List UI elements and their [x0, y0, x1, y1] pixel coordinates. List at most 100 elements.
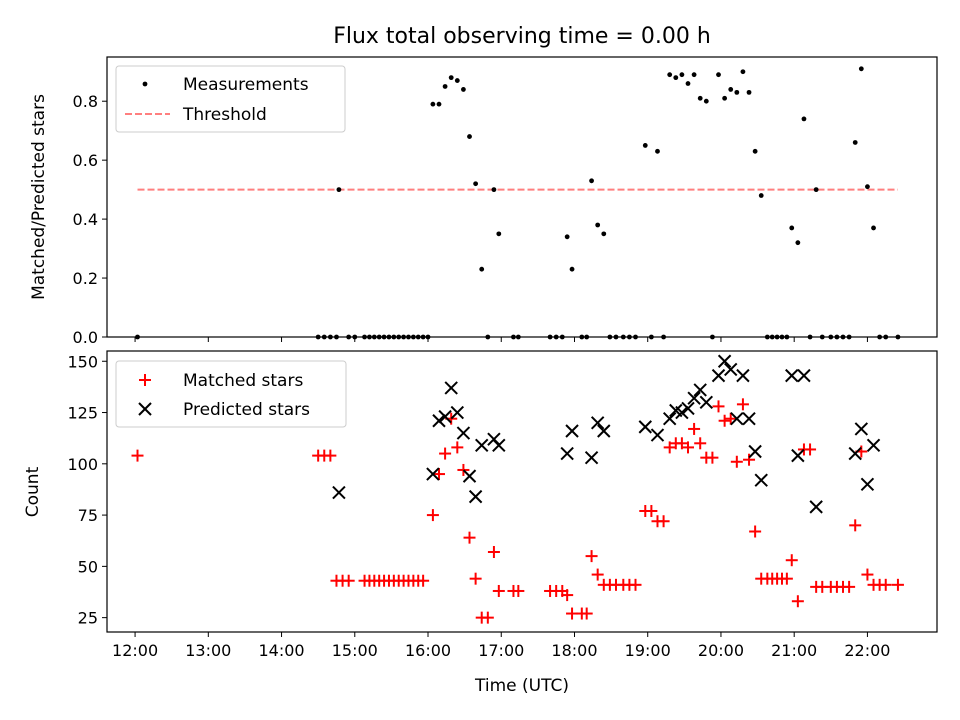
top-panel: 0.00.20.40.60.8 Matched/Predicted stars …: [29, 56, 938, 347]
measurement-point: [691, 72, 697, 78]
matched-stars-point: [457, 463, 470, 476]
matched-stars-point: [629, 578, 642, 591]
measurement-point: [697, 95, 703, 101]
matched-stars-point: [591, 568, 604, 581]
measurement-point: [589, 178, 594, 184]
x-axis-label: Time (UTC): [474, 676, 569, 696]
predicted-stars-point: [468, 489, 483, 504]
top-plot-frame: [106, 56, 938, 338]
measurement-point: [685, 81, 691, 86]
matched-stars-point: [439, 447, 452, 460]
matched-stars-point: [749, 525, 762, 538]
matched-stars-point: [861, 568, 874, 581]
x-tick-label: 17:00: [478, 641, 524, 660]
y-tick-label: 125: [67, 404, 98, 423]
predicted-stars-point: [450, 405, 465, 420]
predicted-stars-point: [475, 438, 489, 453]
predicted-stars-point: [854, 422, 869, 436]
predicted-stars-point: [584, 450, 599, 465]
matched-stars-point: [433, 468, 445, 481]
measurement-point: [703, 98, 709, 104]
matched-stars-point: [694, 437, 707, 450]
matched-stars-point: [849, 519, 862, 532]
legend-matched-marker: [139, 374, 151, 386]
measurement-point: [595, 222, 601, 228]
matched-stars-point: [451, 441, 464, 454]
matched-stars-point: [730, 455, 743, 468]
predicted-stars-point: [791, 448, 805, 463]
x-tick-label: 15:00: [332, 641, 378, 660]
matched-stars-point: [469, 572, 482, 585]
predicted-stars-point: [662, 411, 677, 426]
matched-stars-point: [585, 550, 598, 563]
matched-stars-point: [688, 422, 701, 435]
measurement-point: [601, 231, 607, 237]
predicted-stars-point: [748, 444, 762, 459]
measurement-point: [642, 143, 648, 148]
matched-stars-point: [736, 398, 749, 411]
predicted-stars-point: [597, 424, 611, 438]
legend-measurements-label: Measurements: [183, 75, 309, 95]
predicted-stars-point: [699, 395, 714, 409]
measurement-point: [442, 84, 448, 89]
predicted-stars-point: [426, 467, 440, 481]
matched-stars-point: [780, 572, 793, 585]
measurement-point: [336, 187, 342, 193]
measurement-point: [679, 72, 685, 78]
matched-stars-point: [663, 441, 676, 454]
legend-threshold-label: Threshold: [182, 105, 267, 125]
x-tick-label: 16:00: [405, 641, 451, 660]
y-tick-label: 50: [78, 557, 98, 576]
measurement-point: [801, 116, 807, 122]
predicted-stars-point: [717, 354, 732, 368]
measurement-point: [746, 89, 752, 95]
bottom-legend: Matched stars Predicted stars: [115, 360, 347, 428]
y-tick-label: 0.6: [73, 151, 98, 170]
measurement-point: [795, 240, 801, 246]
legend-predicted-marker: [138, 402, 152, 416]
top-legend: Measurements Threshold: [115, 65, 346, 133]
bottom-panel: 12:00 13:00 14:00 15:00 16:00 17:00 18:00 19:00…: [23, 350, 938, 696]
measurement-point: [740, 69, 746, 75]
predicted-stars-point: [560, 446, 574, 461]
measurement-point: [728, 87, 734, 92]
predicted-stars-point: [650, 428, 665, 442]
matched-stars-point: [891, 578, 904, 591]
matched-stars-point: [657, 515, 670, 528]
matched-stars-point: [417, 574, 430, 587]
measurement-point: [716, 72, 721, 78]
predicted-stars-point: [848, 446, 862, 461]
matched-stars-point: [481, 611, 494, 624]
matched-stars-point: [463, 531, 476, 544]
matched-stars-point: [426, 509, 439, 522]
x-tick-label: 12:00: [112, 641, 158, 660]
predicted-stars-point: [456, 426, 471, 440]
legend-matched-label: Matched stars: [183, 371, 303, 391]
y-tick-label: 0.4: [73, 210, 98, 229]
chart-title: Flux total observing time = 0.00 h: [333, 24, 711, 49]
measurement-point: [852, 140, 858, 145]
predicted-stars-point: [730, 411, 744, 426]
measurement-point: [722, 95, 728, 101]
predicted-stars-point: [711, 368, 726, 383]
y-tick-label: 150: [67, 352, 98, 371]
predicted-stars-point: [332, 485, 346, 500]
x-tick-label: 13:00: [185, 641, 231, 660]
matched-stars-point: [675, 437, 688, 450]
measurement-point: [752, 148, 758, 154]
predicted-stars-point: [565, 424, 579, 438]
predicted-stars-point: [809, 500, 823, 514]
predicted-stars-point: [492, 438, 506, 453]
matched-stars-point: [131, 449, 144, 462]
predicted-stars-point: [736, 368, 750, 383]
matched-stars-point: [724, 412, 737, 425]
matched-stars-point: [682, 441, 694, 454]
measurement-point: [734, 89, 740, 95]
x-tick-label: 22:00: [844, 641, 890, 660]
matched-stars-point: [743, 453, 756, 466]
y-tick-label: 0.8: [73, 92, 98, 111]
bottom-plot-frame: [106, 350, 938, 633]
bottom-y-axis-label: Count: [23, 466, 43, 517]
x-tick-label: 19:00: [625, 641, 671, 660]
predicted-stars-point: [438, 409, 452, 424]
